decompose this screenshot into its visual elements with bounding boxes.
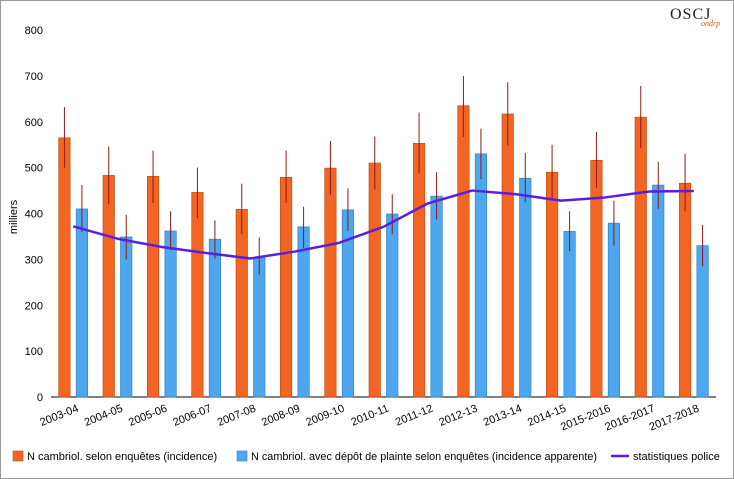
bar-incidence: [102, 175, 115, 398]
legend-swatch-incidence: [12, 450, 24, 462]
legend-swatch-apparente: [236, 450, 248, 462]
police-line: [72, 189, 694, 260]
bar-incidence: [634, 116, 647, 398]
bars: [58, 105, 709, 398]
bar-incidence: [457, 105, 470, 398]
y-tick-label: 200: [25, 300, 43, 312]
error-bars: [63, 75, 704, 275]
bar-incidence: [546, 171, 559, 398]
x-tick-label: 2010-11: [349, 403, 390, 429]
y-tick-label: 800: [25, 25, 43, 37]
bar-incidence: [590, 159, 603, 398]
y-tick-label: 100: [25, 346, 43, 358]
bar-apparente: [164, 230, 177, 398]
bar-incidence: [191, 192, 204, 398]
legend: N cambriol. selon enquêtes (incidence) N …: [12, 450, 720, 463]
x-tick-label: 2012-13: [437, 403, 479, 429]
bar-apparente: [563, 231, 576, 398]
bar-apparente: [607, 222, 620, 398]
bar-incidence: [368, 162, 381, 398]
y-tick-label: 300: [25, 254, 43, 266]
logo-subtext: ondrp: [701, 19, 720, 28]
bar-incidence: [413, 143, 426, 398]
legend-label-police: statistiques police: [633, 451, 720, 463]
bar-incidence: [679, 182, 692, 398]
bar-incidence: [147, 176, 160, 398]
x-tick-label: 2003-04: [38, 403, 80, 429]
bar-apparente: [696, 245, 709, 398]
bar-incidence: [280, 176, 293, 398]
y-tick-label: 700: [25, 71, 43, 83]
bar-incidence: [501, 113, 514, 398]
x-tick-label: 2005-06: [127, 403, 169, 429]
legend-label-incidence: N cambriol. selon enquêtes (incidence): [27, 451, 217, 463]
bar-apparente: [430, 195, 443, 398]
bar-apparente: [652, 184, 665, 398]
y-axis-ticks: 0 100 200 300 400 500 600 700 800: [25, 25, 43, 404]
bar-apparente: [386, 213, 399, 398]
police-line-group: [72, 189, 694, 260]
x-tick-label: 2015-2016: [559, 403, 612, 434]
bar-apparente: [253, 257, 266, 398]
legend-label-apparente: N cambriol. avec dépôt de plainte selon …: [251, 451, 597, 463]
bar-incidence: [58, 137, 71, 398]
x-axis-ticks: 2003-04 2004-05 2005-06 2006-07 2007-08 2008-…: [38, 403, 701, 434]
bar-incidence: [235, 209, 248, 398]
x-tick-label: 2017-2018: [648, 403, 701, 434]
y-tick-label: 500: [25, 163, 43, 175]
x-tick-label: 2008-09: [260, 403, 302, 429]
x-tick-label: 2011-12: [394, 403, 435, 429]
logo-text: OSCJ: [670, 6, 711, 23]
y-tick-label: 400: [25, 209, 43, 221]
x-tick-label: 2006-07: [171, 403, 213, 429]
x-tick-label: 2016-2017: [603, 403, 656, 434]
y-tick-label: 600: [25, 117, 43, 129]
y-tick-label: 0: [37, 392, 43, 404]
y-axis-label: milliers: [8, 199, 20, 234]
bar-apparente: [120, 236, 133, 398]
bar-apparente: [519, 177, 532, 398]
bar-apparente: [297, 226, 310, 398]
bar-incidence: [324, 167, 337, 398]
bar-apparente: [75, 208, 88, 398]
x-tick-label: 2007-08: [216, 403, 258, 429]
x-tick-label: 2013-14: [482, 403, 524, 429]
oscj-logo: OSCJ ondrp: [670, 6, 720, 28]
bar-apparente: [208, 238, 221, 398]
x-tick-label: 2009-10: [304, 403, 346, 429]
x-tick-label: 2004-05: [83, 403, 125, 429]
